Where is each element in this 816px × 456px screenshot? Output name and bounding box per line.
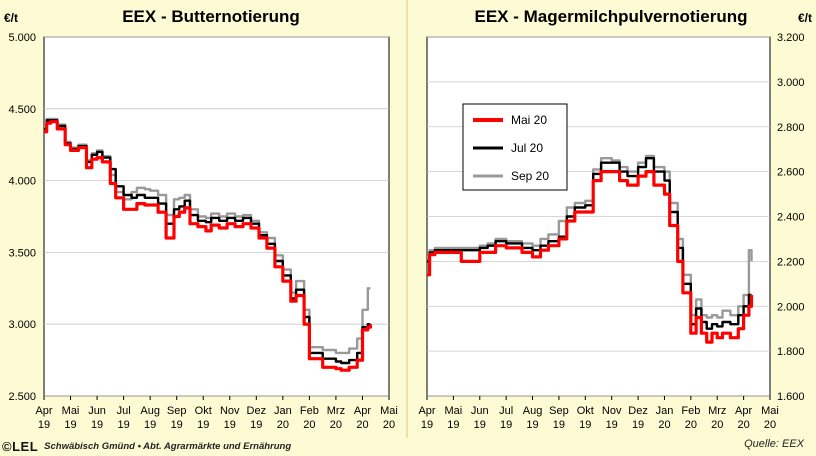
x-tick-month: Mai [445, 405, 463, 417]
x-tick-month: Mai [761, 405, 779, 417]
x-tick-month: Aug [140, 405, 160, 417]
x-tick-month: Nov [602, 405, 622, 417]
x-tick-month: Aug [523, 405, 543, 417]
y-unit-label: €/t [798, 11, 812, 25]
x-tick-month: Sep [549, 405, 569, 417]
series-line-jul-20 [44, 119, 371, 365]
x-tick-month: Jan [274, 405, 292, 417]
y-tick-label: 5.000 [8, 32, 36, 44]
y-tick-label: 2.500 [8, 391, 36, 403]
y-tick-label: 1.600 [777, 391, 805, 403]
x-tick-month: Apr [354, 405, 371, 417]
x-tick-year: 19 [500, 419, 512, 431]
x-tick-month: Dez [247, 405, 267, 417]
x-tick-year: 19 [421, 419, 433, 431]
x-tick-month: Apr [418, 405, 435, 417]
x-tick-month: Jul [499, 405, 513, 417]
y-tick-label: 2.000 [777, 301, 805, 313]
x-tick-year: 20 [737, 419, 749, 431]
x-tick-year: 20 [685, 419, 697, 431]
x-tick-month: Jun [471, 405, 489, 417]
x-tick-month: Jul [117, 405, 131, 417]
series-line-mai-20 [427, 170, 754, 344]
series-line-sep-20 [44, 117, 371, 355]
x-tick-year: 20 [330, 419, 342, 431]
x-tick-month: Feb [300, 405, 319, 417]
x-tick-month: Apr [35, 405, 52, 417]
x-tick-year: 20 [658, 419, 670, 431]
legend-label: Sep 20 [511, 169, 549, 183]
x-tick-month: Okt [195, 405, 212, 417]
x-tick-year: 19 [117, 419, 129, 431]
y-tick-label: 3.000 [777, 77, 805, 89]
series-line-mai-20 [44, 120, 372, 372]
x-tick-year: 20 [711, 419, 723, 431]
x-tick-year: 19 [224, 419, 236, 431]
institution-text: Schwäbisch Gmünd • Abt. Agrarmärkte und … [44, 440, 292, 452]
x-tick-year: 19 [606, 419, 618, 431]
x-tick-year: 19 [632, 419, 644, 431]
legend-label: Mai 20 [511, 113, 547, 127]
x-tick-year: 19 [144, 419, 156, 431]
y-tick-label: 4.500 [8, 104, 36, 116]
y-unit-label: €/t [4, 11, 18, 25]
x-tick-month: Dez [628, 405, 648, 417]
x-tick-month: Nov [220, 405, 240, 417]
lel-logo: ©LEL [2, 438, 39, 454]
y-tick-label: 2.400 [777, 212, 805, 224]
x-tick-year: 20 [356, 419, 368, 431]
x-tick-month: Apr [735, 405, 752, 417]
x-tick-year: 20 [764, 419, 776, 431]
y-tick-label: 3.500 [8, 247, 36, 259]
source-label: Quelle: EEX [744, 438, 804, 450]
footer-institution: ©LEL Schwäbisch Gmünd • Abt. Agrarmärkte… [2, 437, 291, 455]
legend-label: Jul 20 [511, 141, 543, 155]
x-tick-year: 20 [383, 419, 395, 431]
y-tick-label: 2.800 [777, 122, 805, 134]
x-tick-year: 19 [250, 419, 262, 431]
x-tick-month: Mrz [327, 405, 345, 417]
x-tick-year: 19 [447, 419, 459, 431]
x-tick-year: 19 [38, 419, 50, 431]
x-tick-year: 19 [474, 419, 486, 431]
x-tick-month: Feb [681, 405, 700, 417]
chart-title: EEX - Magermilchpulvernotierung [475, 7, 748, 26]
x-tick-year: 19 [579, 419, 591, 431]
y-tick-label: 1.800 [777, 346, 805, 358]
x-tick-year: 19 [171, 419, 183, 431]
x-tick-month: Sep [167, 405, 187, 417]
x-tick-year: 19 [553, 419, 565, 431]
y-tick-label: 4.000 [8, 176, 36, 188]
y-tick-label: 2.200 [777, 256, 805, 268]
x-tick-year: 19 [197, 419, 209, 431]
charts-svg: 2.500 3.000 3.500 4.000 4.500 5.000 Apr 19 Mai 19… [4, 7, 812, 431]
x-tick-year: 20 [303, 419, 315, 431]
panel-divider [406, 0, 408, 438]
x-tick-month: Jan [656, 405, 674, 417]
x-tick-year: 19 [91, 419, 103, 431]
y-tick-label: 3.000 [8, 319, 36, 331]
x-tick-year: 19 [64, 419, 76, 431]
plot-area-0 [43, 36, 390, 397]
y-tick-label: 2.600 [777, 167, 805, 179]
chart-title: EEX - Butternotierung [122, 7, 300, 26]
y-tick-label: 3.200 [777, 32, 805, 44]
x-tick-year: 20 [277, 419, 289, 431]
x-tick-month: Okt [577, 405, 594, 417]
x-tick-year: 19 [526, 419, 538, 431]
x-tick-month: Mai [380, 405, 398, 417]
x-tick-month: Mrz [708, 405, 726, 417]
x-tick-month: Mai [62, 405, 80, 417]
x-tick-month: Jun [88, 405, 106, 417]
